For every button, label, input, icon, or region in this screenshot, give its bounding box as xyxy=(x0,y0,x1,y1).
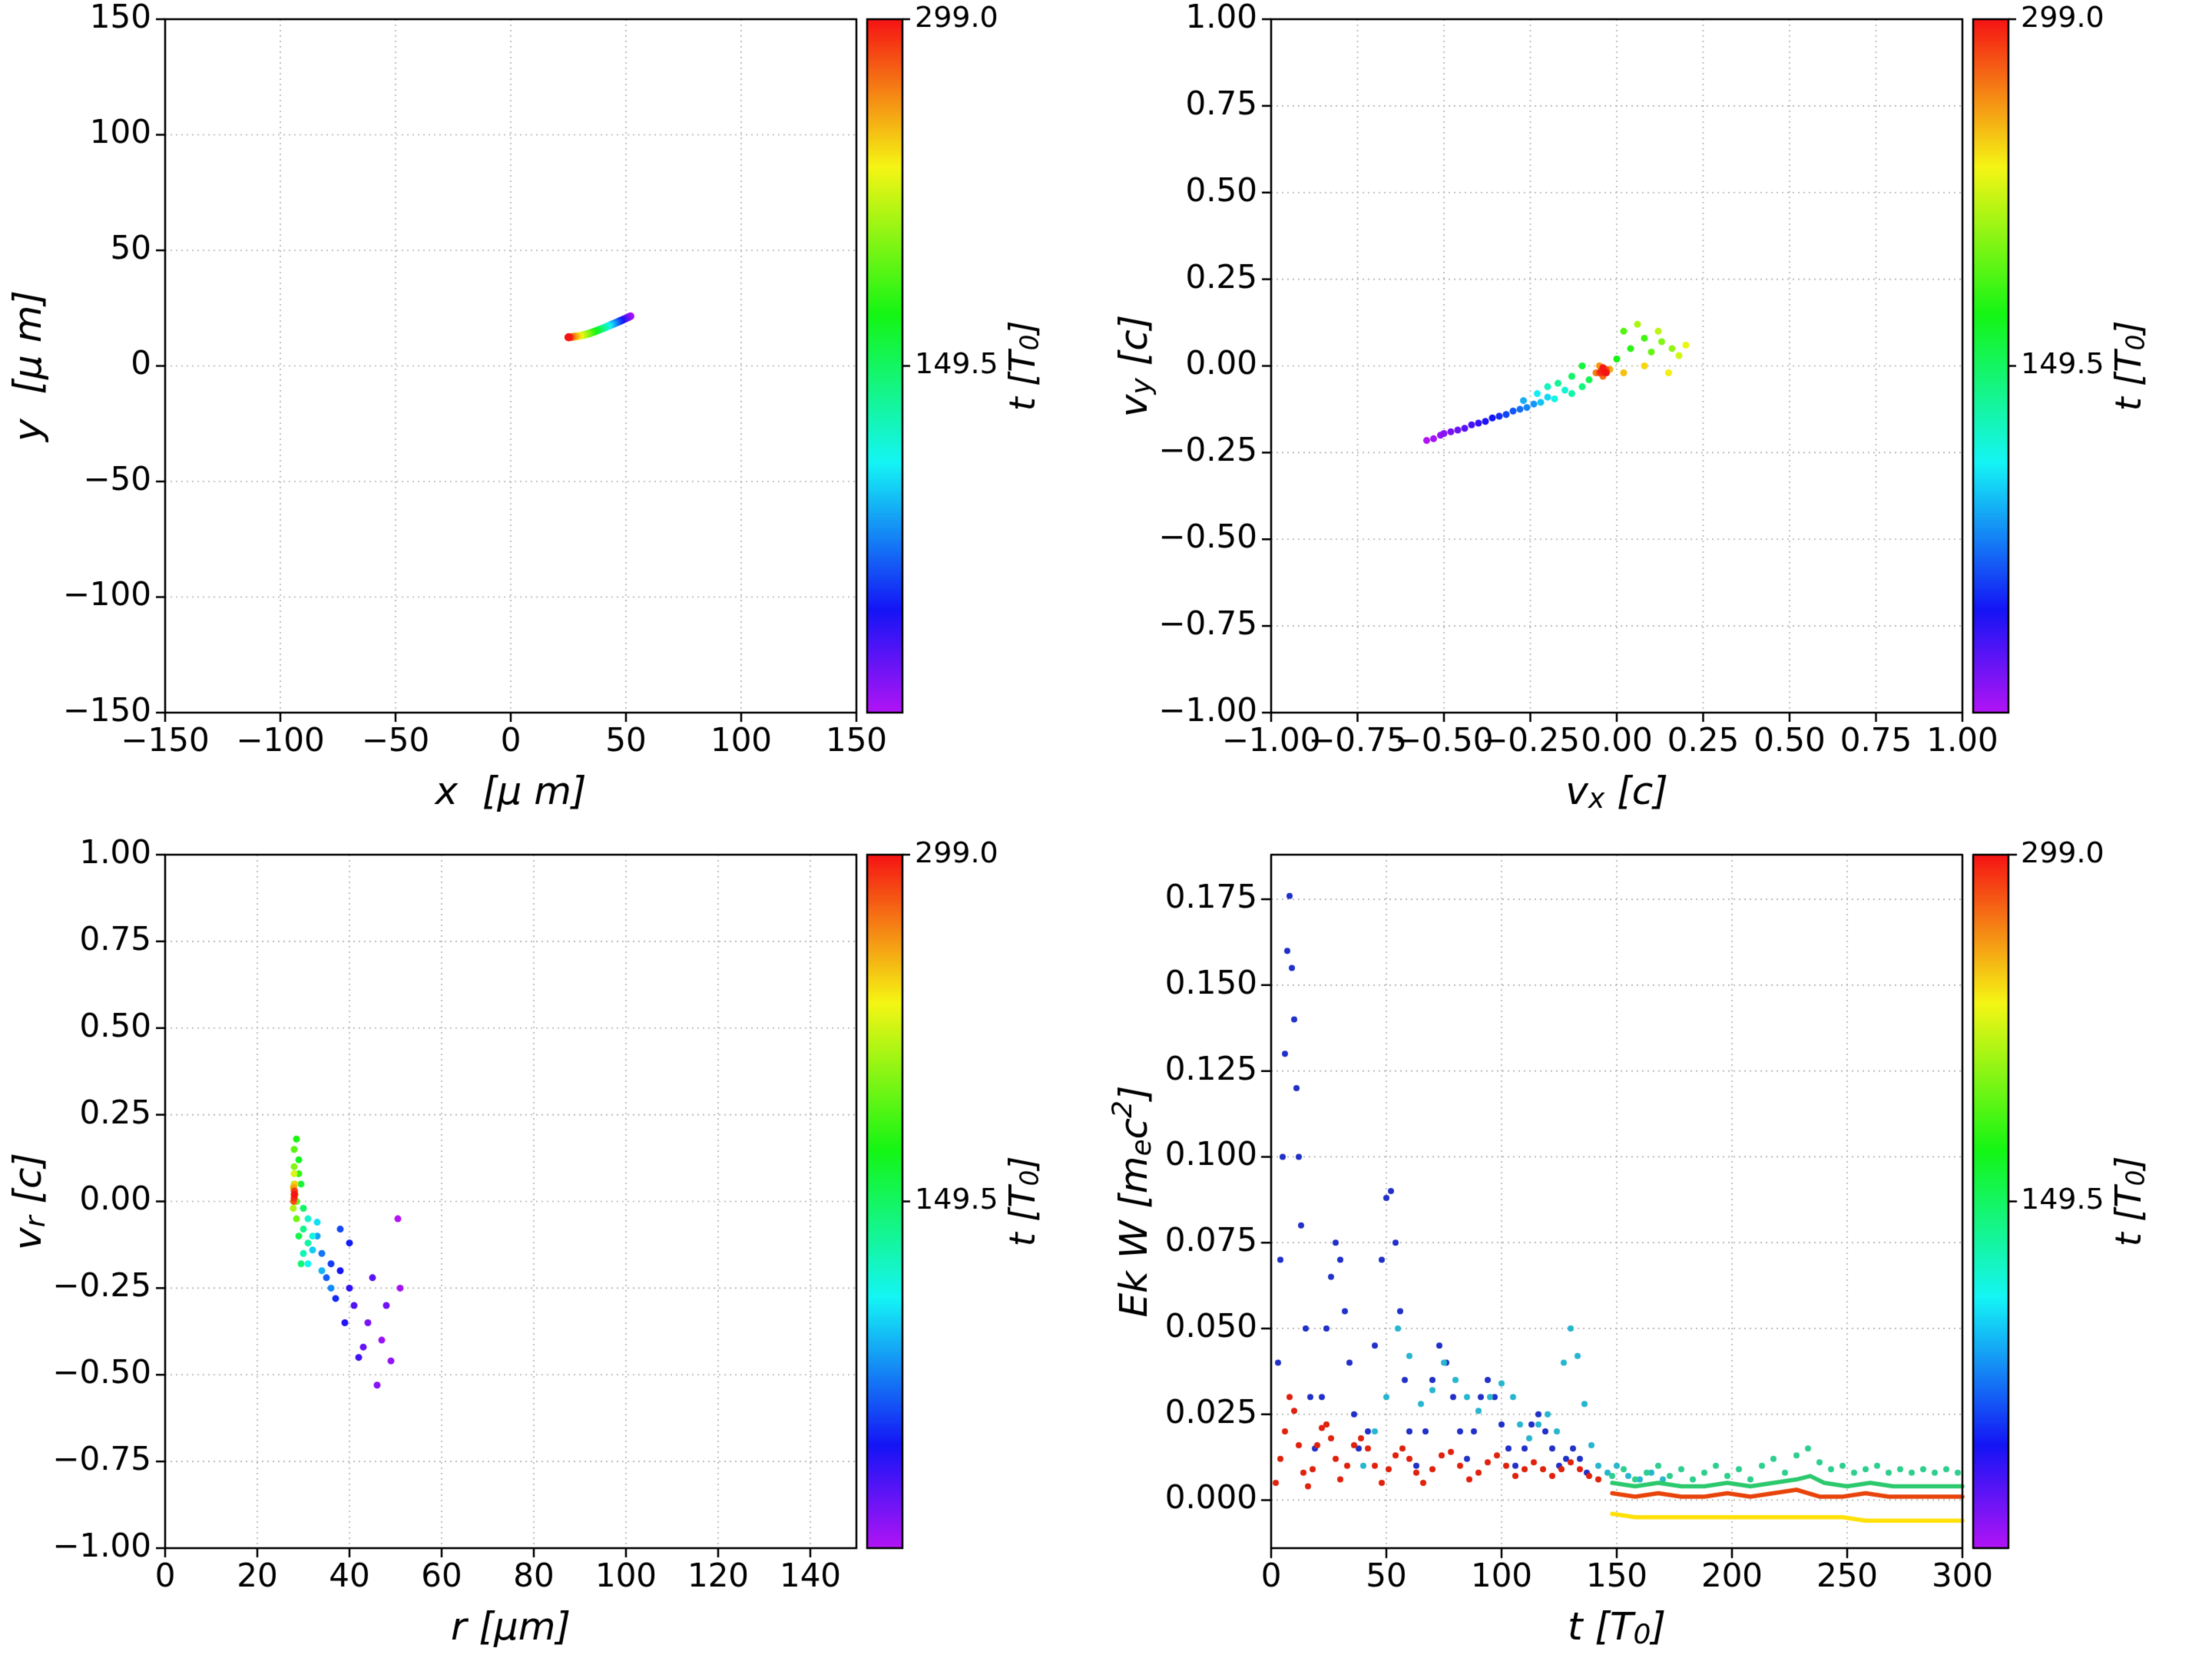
r-vr-plot xyxy=(0,836,1106,1671)
panel-xy-trajectory xyxy=(0,0,1106,836)
panel-r-vr xyxy=(0,836,1106,1671)
vx-vy-plot xyxy=(1106,0,2212,836)
panel-vx-vy xyxy=(1106,0,2212,836)
energy-time-plot xyxy=(1106,836,2212,1671)
panel-energy-time xyxy=(1106,836,2212,1671)
xy-trajectory-plot xyxy=(0,0,1106,836)
